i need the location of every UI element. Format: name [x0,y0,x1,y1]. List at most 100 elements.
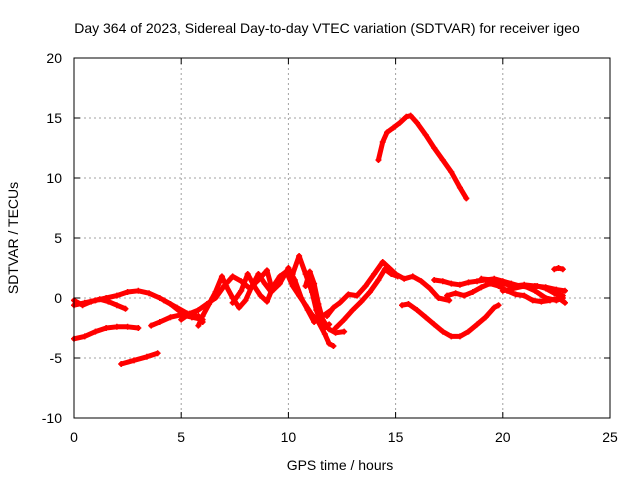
data-point [131,357,138,364]
data-point [403,113,410,120]
data-point [399,302,406,309]
data-point [296,253,303,259]
data-point [551,266,558,273]
data-point [105,298,112,305]
data-point [388,271,395,277]
data-point [308,311,315,318]
data-point [478,275,485,282]
data-point [321,331,328,337]
data-point [521,283,528,289]
data-point [491,304,498,311]
data-point [263,267,270,274]
data-point [456,281,463,288]
data-point [263,298,270,305]
data-point [113,302,120,309]
data-point [167,314,174,321]
data-point [384,129,391,136]
data-point [366,289,373,295]
data-point [261,280,268,287]
data-point [257,292,264,299]
axis-ticks: 0 5 10 15 20 25 -10 -5 0 5 10 15 20 [42,50,618,445]
data-point [510,285,517,292]
data-point [521,292,528,299]
data-point [531,287,538,294]
data-point [315,301,322,307]
data-point [302,283,309,289]
series-arc-4 [118,350,161,367]
data-point [553,297,560,304]
data-point [326,340,333,347]
data-point [555,265,562,271]
data-point [302,302,309,309]
x-axis-label: GPS time / hours [287,457,394,473]
data-point [561,299,568,306]
data-point [79,302,86,309]
data-point [448,333,455,340]
data-point [542,284,549,291]
data-point [349,307,356,313]
data-point [456,184,463,191]
data-point [88,298,95,305]
data-point [439,278,446,285]
data-point [461,292,468,299]
data-point [529,297,536,304]
data-point [118,361,125,367]
data-point [244,271,251,277]
data-point [319,316,326,323]
y-tick-label: -10 [42,410,62,426]
data-point [394,273,401,280]
y-tick-label: -5 [50,350,63,366]
data-point [236,304,243,311]
data-point [291,277,298,283]
data-point [330,343,337,349]
data-point [446,297,453,304]
data-point [311,280,318,287]
data-point [499,280,506,287]
data-point [561,287,568,294]
y-tick-label: 5 [54,230,62,246]
data-point [212,289,219,295]
data-point [409,273,416,280]
data-point [401,275,408,282]
data-point [358,298,365,305]
data-point [173,304,180,311]
y-axis-label: SDTVAR / TECUs [5,182,21,294]
data-point [439,328,446,335]
x-tick-label: 5 [177,429,185,445]
data-point [289,271,296,277]
data-point [206,301,213,307]
data-point [193,313,200,319]
data-point [418,278,425,285]
data-point [156,319,163,325]
data-point [148,322,155,329]
data-point [431,321,438,328]
data-point [456,333,463,340]
y-tick-label: 15 [46,110,62,126]
data-point [124,323,131,330]
x-tick-label: 25 [602,429,618,445]
data-point [422,314,429,321]
data-point [276,273,283,280]
data-point [469,289,476,295]
data-point [289,283,296,289]
data-point [465,328,472,335]
data-point [489,277,496,283]
data-point [371,271,378,277]
data-point [195,307,202,313]
data-point [431,145,438,151]
data-point [405,301,412,307]
data-point [92,328,99,335]
data-point [414,307,421,313]
data-point [448,169,455,175]
data-point [474,278,481,285]
data-point [345,291,352,298]
data-point [323,313,330,319]
data-point [223,283,230,289]
data-point [218,273,225,280]
x-tick-label: 10 [281,429,297,445]
y-tick-label: 10 [46,170,62,186]
data-point [296,292,303,299]
data-point [326,326,333,333]
data-point [379,139,386,145]
data-point [270,283,277,289]
